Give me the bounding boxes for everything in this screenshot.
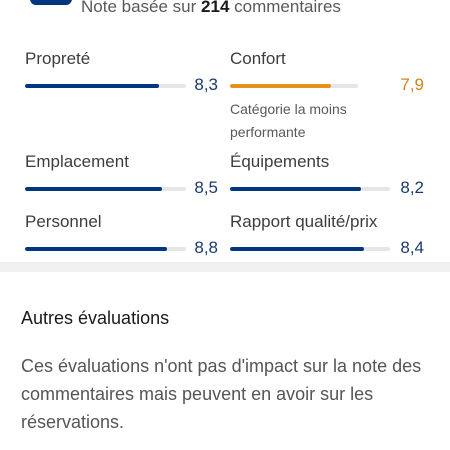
other-evaluations-title: Autres évaluations [21,308,170,328]
rating-location: Emplacement 8,5 [25,152,218,199]
review-count: 214 [201,0,230,16]
rating-bar-row: 8,2 [230,177,424,199]
rating-comfort: Confort 7,9 Catégorie la moins performan… [230,49,424,144]
rating-facilities: Équipements 8,2 [230,152,424,199]
rating-bar-row: 8,8 [25,237,218,259]
rating-fill [230,84,332,88]
rating-fill [230,247,365,251]
score-badge [30,0,72,5]
rating-fill [25,84,159,88]
review-prefix: Note basée sur [81,0,197,16]
rating-fill [25,187,162,191]
rating-cleanliness: Propreté 8,3 [25,49,218,96]
other-evaluations-description: Ces évaluations n'ont pas d'impact sur l… [21,356,422,432]
rating-value: 8,8 [194,238,218,257]
rating-value: 8,2 [400,178,424,197]
rating-value: 8,5 [194,178,218,197]
rating-track [25,187,186,191]
rating-label: Emplacement [25,152,129,171]
rating-track [230,247,390,251]
rating-value: 7,9 [400,75,424,94]
rating-label: Confort [230,49,286,68]
rating-track [230,187,390,191]
rating-track [25,84,186,88]
rating-fill [230,187,362,191]
rating-label: Personnel [25,212,102,231]
rating-staff: Personnel 8,8 [25,212,218,259]
rating-fill [25,247,167,251]
rating-value: 8,4 [400,238,424,257]
rating-label: Propreté [25,49,91,68]
rating-track [25,247,186,251]
rating-value: 8,3 [194,75,218,94]
rating-label: Rapport qualité/prix [230,212,378,231]
weakest-category-note: Catégorie la moins performante [230,101,347,140]
rating-bar-row: 8,3 [25,74,218,96]
section-divider [0,262,450,272]
rating-track [230,84,358,88]
rating-bar-row: 8,5 [25,177,218,199]
rating-bar-row: 7,9 [230,74,424,96]
review-suffix: commentaires [234,0,341,16]
rating-label: Équipements [230,152,330,171]
rating-value-for-money: Rapport qualité/prix 8,4 [230,212,424,259]
rating-bar-row: 8,4 [230,237,424,259]
review-count-line: Note basée sur 214 commentaires [81,0,341,17]
